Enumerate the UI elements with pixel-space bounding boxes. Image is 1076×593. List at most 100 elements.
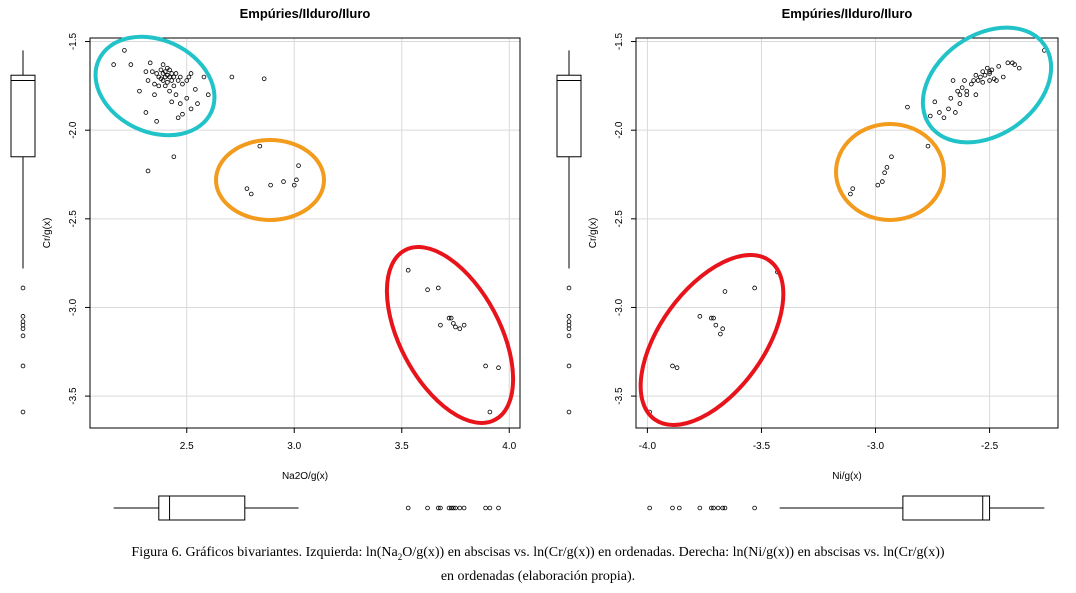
- left-data-point: [154, 71, 159, 76]
- left-data-point: [296, 163, 301, 168]
- left-x-outlier: [446, 505, 452, 511]
- left-y-box: [10, 74, 36, 158]
- left-scatter-panel: Empúries/Ilduro/Iluro Na2O/g(x) Cr/g(x) …: [10, 6, 521, 521]
- left-data-point: [175, 78, 181, 83]
- left-x-outlier: [425, 505, 430, 511]
- left-x-outlier: [487, 505, 493, 511]
- left-data-point: [180, 81, 185, 87]
- left-data-point: [171, 83, 177, 89]
- left-data-point: [156, 83, 162, 89]
- right-data-point: [718, 331, 723, 337]
- left-data-point: [453, 324, 458, 330]
- left-x-marginal-boxplot: [113, 495, 501, 521]
- left-x-box: [158, 495, 246, 521]
- left-data-point: [145, 78, 151, 83]
- caption-text-b: O/g(x)) en abscisas vs. ln(Cr/g(x)) en o…: [402, 545, 945, 560]
- left-data-point: [457, 326, 463, 332]
- right-grid: [636, 38, 1058, 428]
- left-data-point: [446, 315, 452, 321]
- left-data-point: [425, 287, 430, 293]
- left-x-outlier: [438, 505, 443, 511]
- right-data-point: [994, 78, 999, 83]
- left-y-outlier: [20, 314, 26, 319]
- left-x-outlier: [405, 505, 411, 511]
- left-data-point: [167, 67, 172, 73]
- left-x-outlier: [451, 505, 456, 511]
- right-data-point: [905, 104, 910, 110]
- left-data-point: [257, 143, 263, 149]
- left-y-outlier: [20, 409, 26, 415]
- left-data-point: [158, 67, 164, 73]
- left-data-point: [143, 69, 149, 74]
- right-data-point: [752, 285, 757, 291]
- left-data-point: [152, 81, 157, 87]
- right-data-point: [932, 99, 938, 105]
- figure-caption: Figura 6. Gráficos bivariantes. Izquierd…: [0, 543, 1076, 587]
- right-data-point: [971, 78, 976, 83]
- left-data-point: [150, 69, 155, 74]
- right-data-point: [674, 365, 680, 371]
- left-cluster-ellipse-1: [93, 34, 217, 138]
- caption-text-a: Figura 6. Gráficos bivariantes. Izquierd…: [131, 545, 398, 560]
- right-data-point: [964, 92, 970, 98]
- left-data-point: [438, 322, 443, 328]
- left-y-outlier: [20, 333, 26, 339]
- left-cluster-ellipse-2: [214, 138, 326, 222]
- right-x-box: [902, 495, 991, 521]
- left-data-point: [167, 88, 172, 94]
- right-data-point: [959, 85, 965, 90]
- right-data-point: [978, 74, 983, 80]
- right-y-tick-label: -1.5: [614, 32, 625, 50]
- left-data-point: [175, 115, 181, 121]
- left-x-tick-label: 2.5: [180, 441, 194, 452]
- right-data-point: [884, 165, 890, 170]
- left-y-marginal-boxplot: [10, 50, 36, 415]
- right-data-point: [946, 106, 951, 112]
- left-data-point: [152, 92, 157, 98]
- left-data-point: [188, 106, 194, 112]
- left-data-point: [178, 101, 183, 106]
- right-data-point: [980, 69, 986, 74]
- left-data-point: [291, 182, 297, 188]
- figure-canvas: Empúries/Ilduro/Iluro Na2O/g(x) Cr/g(x) …: [10, 6, 1059, 521]
- right-data-point: [953, 110, 958, 115]
- left-scatter-points: [111, 48, 501, 415]
- right-scatter-points: [647, 48, 1047, 415]
- right-scatter-panel: Empúries/Ilduro/Iluro Ni/g(x) Cr/g(x) -4…: [556, 6, 1059, 521]
- left-data-point: [487, 409, 493, 415]
- left-data-point: [451, 321, 456, 326]
- right-data-point: [708, 315, 714, 321]
- right-y-marginal-boxplot: [556, 50, 582, 415]
- right-x-tick-label: -3.5: [753, 441, 771, 452]
- left-y-outlier: [20, 285, 26, 291]
- right-data-point: [1005, 60, 1011, 66]
- caption-line-1: Figura 6. Gráficos bivariantes. Izquierd…: [0, 543, 1076, 567]
- right-data-point: [711, 315, 716, 321]
- left-y-tick-label: -2.5: [68, 210, 79, 228]
- left-data-point: [178, 74, 183, 80]
- left-data-point: [169, 71, 175, 76]
- left-data-point: [448, 315, 454, 321]
- left-data-point: [160, 62, 166, 67]
- right-cluster-ellipse-3: [638, 253, 786, 427]
- right-x-outlier: [697, 505, 703, 511]
- right-data-point: [941, 115, 947, 121]
- right-x-outlier: [722, 505, 728, 511]
- right-data-point: [880, 179, 885, 184]
- right-y-outlier: [566, 285, 572, 291]
- right-data-point: [882, 170, 887, 176]
- left-x-outlier: [483, 505, 488, 511]
- right-cluster-ellipse-2: [834, 122, 946, 222]
- left-data-point: [496, 365, 501, 371]
- right-x-marginal-boxplot: [647, 495, 1045, 521]
- left-data-point: [145, 168, 151, 174]
- right-data-point: [973, 72, 979, 78]
- left-data-point: [111, 62, 116, 67]
- right-x-outlier: [708, 505, 714, 511]
- right-y-outlier: [566, 314, 572, 319]
- right-y-outlier: [566, 409, 572, 415]
- right-y-tick-label: -2.5: [614, 210, 625, 228]
- left-data-point: [162, 83, 168, 89]
- left-data-point: [195, 101, 200, 106]
- left-data-point: [143, 110, 149, 115]
